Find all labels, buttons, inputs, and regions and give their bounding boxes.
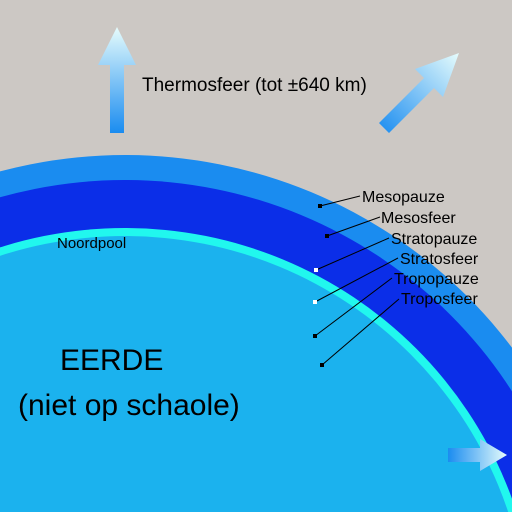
marker-mesopauze <box>318 204 322 208</box>
arrow-up-icon <box>98 27 136 133</box>
layer-label-tropopauze: Tropopauze <box>394 271 479 288</box>
layer-label-troposfeer: Troposfeer <box>401 291 478 308</box>
leader-line-mesopauze <box>319 195 361 207</box>
layer-labels: Mesopauze Mesosfeer Stratopauze Stratosf… <box>313 189 479 367</box>
thermosphere-label: Thermosfeer (tot ±640 km) <box>142 75 367 96</box>
earth-note: (niet op schaole) <box>18 389 240 422</box>
marker-tropopauze <box>313 334 317 338</box>
layer-label-stratosfeer: Stratosfeer <box>400 251 479 268</box>
leader-line-tropopauze <box>314 277 393 337</box>
layer-label-stratopauze: Stratopauze <box>391 231 477 248</box>
arrow-diagonal-icon <box>379 53 459 133</box>
earth-title: EERDE <box>60 344 163 377</box>
leader-line-stratopauze <box>315 237 390 271</box>
leader-line-mesosfeer <box>326 216 381 237</box>
marker-mesosfeer <box>325 234 329 238</box>
earth-body <box>0 236 509 512</box>
marker-stratosfeer <box>313 300 317 304</box>
arrow-right-icon <box>448 439 507 471</box>
leader-line-stratosfeer <box>314 257 399 303</box>
marker-troposfeer <box>320 363 324 367</box>
layer-label-mesosfeer: Mesosfeer <box>381 210 456 227</box>
leader-line-troposfeer <box>321 298 400 366</box>
marker-stratopauze <box>314 268 318 272</box>
layer-label-mesopauze: Mesopauze <box>362 189 445 206</box>
pole-label: Noordpool <box>57 235 126 252</box>
